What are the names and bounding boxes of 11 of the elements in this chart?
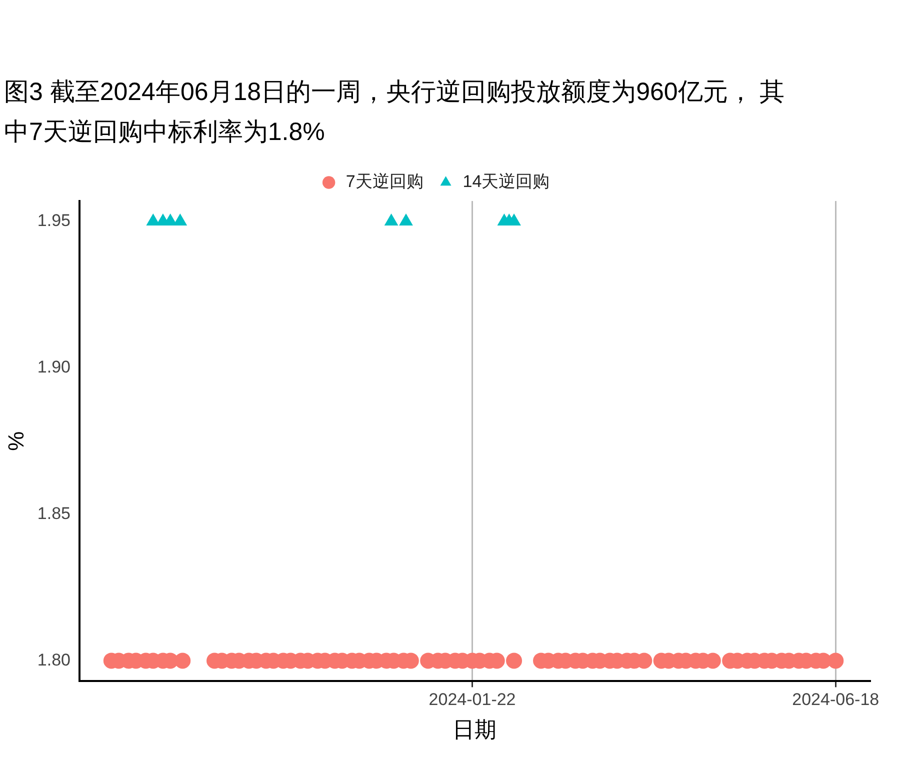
x-tick-label: 2024-06-18 [792,690,880,710]
legend-label: 7天逆回购 [346,172,424,192]
y-tick-label: 1.85 [37,504,70,523]
legend-label: 14天逆回购 [462,172,550,192]
y-axis-title: % [3,431,28,451]
y-tick-label: 1.95 [37,211,70,230]
x-tick-label: 2024-01-22 [428,690,516,710]
chart-title: 图3 截至2024年06月18日的一周，央行逆回购投放额度为960亿元， 其中7天逆回购中标利率为1.8% [4,77,786,148]
y-tick-label: 1.90 [37,358,70,377]
x-axis-title: 日期 [452,716,497,742]
y-tick-label: 1.80 [37,650,70,670]
